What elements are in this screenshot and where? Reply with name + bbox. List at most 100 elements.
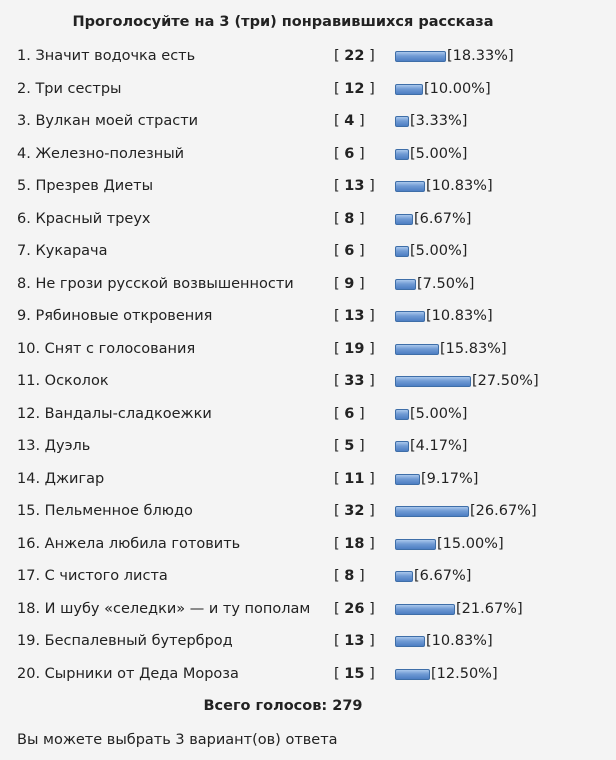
vote-count-value: 13	[344, 178, 365, 194]
result-bar	[395, 603, 455, 615]
vote-percent: [5.00%]	[410, 243, 468, 259]
option-label: 8. Не грози русской возвышенности	[17, 275, 294, 292]
poll-option-row: 10. Снят с голосования [ 19 ] [15.83%]	[0, 334, 616, 367]
option-label: 17. С чистого листа	[17, 568, 168, 584]
vote-percent: [10.83%]	[426, 308, 493, 324]
vote-percent: [12.50%]	[431, 665, 498, 682]
poll-option-row: 19. Беспалевный бутерброд [ 13 ] [10.83%]	[0, 626, 616, 659]
option-label: 13. Дуэль	[17, 438, 91, 454]
poll-option-row: 4. Железно-полезный [ 6 ] [5.00%]	[0, 139, 616, 172]
option-label: 18. И шубу «селедки» — и ту пополам	[17, 600, 311, 617]
vote-count-value: 6	[344, 243, 355, 259]
result-bar-wrap: [10.00%]	[395, 80, 491, 98]
vote-count-value: 8	[344, 210, 355, 227]
result-bar	[395, 376, 471, 387]
option-label: 20. Сырники от Деда Мороза	[17, 665, 239, 682]
result-bar-wrap: [26.67%]	[395, 502, 537, 520]
result-bar	[395, 408, 409, 420]
result-bar-wrap: [15.00%]	[395, 535, 504, 553]
vote-count: [ 13 ]	[334, 308, 375, 324]
vote-percent: [5.00%]	[410, 405, 468, 422]
total-votes: Всего голосов: 279	[203, 698, 363, 714]
result-bar-wrap: [4.17%]	[395, 437, 467, 455]
vote-percent: [5.00%]	[410, 145, 468, 162]
poll-option-row: 7. Кукарача [ 6 ] [5.00%]	[0, 236, 616, 269]
vote-count-value: 11	[344, 470, 365, 487]
option-label: 14. Джигар	[17, 470, 105, 487]
vote-percent: [4.17%]	[410, 438, 468, 454]
poll-option-row: 14. Джигар [ 11 ] [9.17%]	[0, 464, 616, 497]
result-bar	[395, 668, 430, 680]
vote-percent: [15.83%]	[440, 340, 507, 357]
option-label: 5. Презрев Диеты	[17, 178, 154, 194]
poll-option-row: 11. Осколок [ 33 ] [27.50%]	[0, 366, 616, 399]
result-bar-wrap: [27.50%]	[395, 372, 539, 390]
result-bar-wrap: [12.50%]	[395, 665, 498, 683]
vote-count-value: 26	[344, 600, 365, 617]
option-label: 19. Беспалевный бутерброд	[17, 633, 233, 649]
vote-count-value: 4	[344, 113, 355, 129]
vote-percent: [21.67%]	[456, 600, 523, 617]
poll-option-row: 9. Рябиновые откровения [ 13 ] [10.83%]	[0, 301, 616, 334]
option-label: 6. Красный треух	[17, 210, 151, 227]
result-bar-wrap: [9.17%]	[395, 470, 478, 488]
vote-count-value: 18	[344, 535, 365, 552]
vote-count: [ 33 ]	[334, 373, 375, 389]
poll-option-row: 8. Не грози русской возвышенности [ 9 ] [7…	[0, 269, 616, 302]
result-bar-wrap: [15.83%]	[395, 340, 507, 358]
poll-option-row: 1. Значит водочка есть [ 22 ] [18.33%]	[0, 41, 616, 74]
poll-option-row: 13. Дуэль [ 5 ] [4.17%]	[0, 431, 616, 464]
vote-percent: [10.00%]	[424, 80, 491, 97]
poll-option-row: 5. Презрев Диеты [ 13 ] [10.83%]	[0, 171, 616, 204]
result-bar	[395, 311, 425, 322]
vote-count-value: 6	[344, 405, 355, 422]
vote-count: [ 18 ]	[334, 535, 375, 552]
result-bar-wrap: [5.00%]	[395, 242, 467, 260]
result-bar	[395, 538, 436, 550]
result-bar	[395, 148, 409, 160]
vote-percent: [6.67%]	[414, 210, 472, 227]
vote-percent: [6.67%]	[414, 568, 472, 584]
poll-option-row: 15. Пельменное блюдо [ 32 ] [26.67%]	[0, 496, 616, 529]
option-label: 9. Рябиновые откровения	[17, 308, 213, 324]
vote-percent: [18.33%]	[447, 48, 514, 64]
vote-percent: [15.00%]	[437, 535, 504, 552]
vote-count-value: 33	[344, 373, 365, 389]
option-label: 16. Анжела любила готовить	[17, 535, 241, 552]
option-label: 1. Значит водочка есть	[17, 48, 196, 64]
vote-count: [ 13 ]	[334, 633, 375, 649]
vote-percent: [10.83%]	[426, 633, 493, 649]
result-bar	[395, 181, 425, 192]
result-bar	[395, 116, 409, 127]
vote-count-value: 6	[344, 145, 355, 162]
vote-count: [ 26 ]	[334, 600, 375, 617]
vote-count: [ 6 ]	[334, 145, 365, 162]
result-bar	[395, 278, 416, 290]
result-bar-wrap: [10.83%]	[395, 307, 493, 325]
result-bar-wrap: [6.67%]	[395, 567, 471, 585]
option-label: 3. Вулкан моей страсти	[17, 113, 199, 129]
option-label: 7. Кукарача	[17, 243, 108, 259]
vote-percent: [10.83%]	[426, 178, 493, 194]
result-bar-wrap: [3.33%]	[395, 112, 467, 130]
poll-option-row: 3. Вулкан моей страсти [ 4 ] [3.33%]	[0, 106, 616, 139]
result-bar	[395, 83, 423, 95]
result-bar-wrap: [6.67%]	[395, 210, 471, 228]
result-bar-wrap: [18.33%]	[395, 47, 514, 65]
option-label: 11. Осколок	[17, 373, 109, 389]
vote-count: [ 8 ]	[334, 210, 365, 227]
result-bar	[395, 246, 409, 257]
vote-percent: [27.50%]	[472, 373, 539, 389]
poll-note: Вы можете выбрать 3 вариант(ов) ответа	[17, 732, 338, 748]
result-bar	[395, 441, 409, 452]
vote-percent: [26.67%]	[470, 503, 537, 519]
result-bar	[395, 506, 469, 517]
vote-count: [ 6 ]	[334, 405, 365, 422]
option-label: 2. Три сестры	[17, 80, 122, 97]
vote-count-value: 13	[344, 633, 365, 649]
option-label: 15. Пельменное блюдо	[17, 503, 193, 519]
vote-count: [ 4 ]	[334, 113, 365, 129]
result-bar-wrap: [10.83%]	[395, 632, 493, 650]
vote-count-value: 15	[344, 665, 365, 682]
